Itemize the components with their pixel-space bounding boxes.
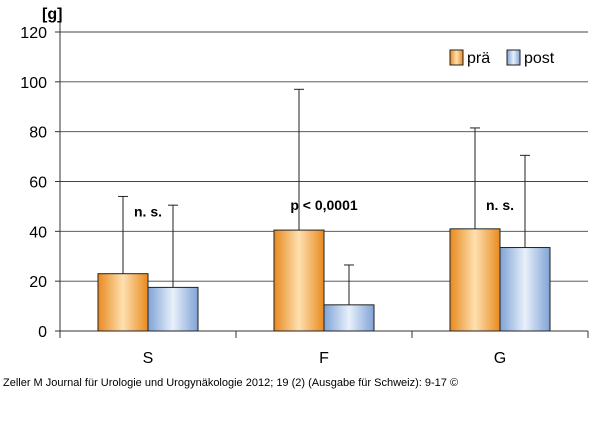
- x-tick-label: S: [143, 350, 154, 367]
- y-tick-label: 100: [20, 75, 47, 92]
- legend-swatch: [506, 49, 521, 66]
- significance-annotation: p < 0,0001: [290, 197, 358, 213]
- significance-annotation: n. s.: [134, 203, 162, 219]
- y-unit-label: [g]: [42, 6, 62, 23]
- y-tick-label: 80: [29, 125, 47, 142]
- x-tick-label: G: [494, 350, 506, 367]
- y-tick-label: 0: [38, 324, 47, 341]
- bar-post: [147, 286, 199, 332]
- legend-swatch: [449, 49, 464, 66]
- significance-annotation: n. s.: [486, 197, 514, 213]
- bar-post: [323, 304, 375, 332]
- bar-pre: [449, 228, 501, 332]
- y-tick-label: 120: [20, 25, 47, 42]
- x-tick-label: F: [319, 350, 329, 367]
- bars: [97, 88, 551, 332]
- y-tick-label: 20: [29, 274, 47, 291]
- annotations: n. s. p < 0,0001 n. s.: [134, 197, 514, 219]
- bar-pre: [273, 229, 325, 332]
- y-tick-label: 40: [29, 224, 47, 241]
- legend-label: prä: [467, 50, 490, 67]
- bar-post: [499, 247, 551, 332]
- legend-label: post: [524, 50, 555, 67]
- bar-pre: [97, 273, 149, 332]
- legend: prä post: [449, 49, 555, 67]
- source-credit: Zeller M Journal für Urologie und Urogyn…: [3, 377, 459, 389]
- y-tick-label: 60: [29, 175, 47, 192]
